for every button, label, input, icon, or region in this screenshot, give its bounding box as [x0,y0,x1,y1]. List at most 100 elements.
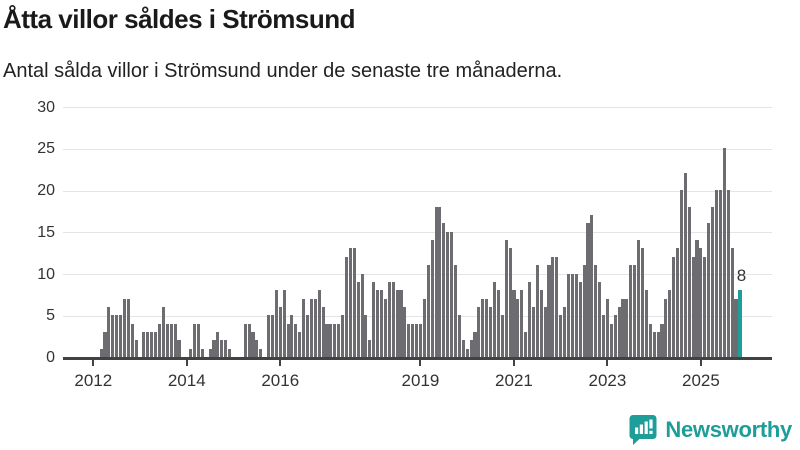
bar [212,340,216,357]
bar [196,323,200,357]
bar [278,306,282,357]
bar [309,298,313,357]
bar [601,315,606,357]
bar [730,248,734,357]
bar [255,340,259,357]
x-axis-tick-label: 2019 [401,371,440,390]
bar [107,306,111,357]
bar [348,248,352,357]
bar [193,323,197,357]
bar [586,223,590,357]
x-axis-tick-mark [92,359,95,366]
bar [434,206,438,357]
newsworthy-logo[interactable]: Newsworthy [629,414,792,446]
bar [169,323,173,357]
bar [165,323,169,357]
bar [664,298,668,357]
bar [341,315,345,357]
x-axis-tick-label: 2012 [74,371,113,390]
bar [286,323,290,357]
x-axis-tick-mark [699,359,702,366]
bar [150,331,154,357]
bar [356,281,360,357]
bar [177,340,181,357]
bar [372,281,376,357]
y-gridline [63,148,772,150]
bar [407,323,411,357]
bar [267,315,271,357]
bar [134,340,138,357]
bar [605,298,609,357]
bar [415,323,419,357]
bar [617,306,621,357]
bar [711,206,715,357]
bar [465,348,469,357]
bar [111,315,115,357]
bar [633,265,637,357]
bar [668,290,672,357]
bar [676,248,680,357]
bar [613,315,617,357]
bar [640,248,645,357]
bar [228,348,232,357]
bar [726,190,730,357]
bar [539,290,543,357]
bar [699,248,703,357]
bar [115,315,119,357]
bar [594,265,598,357]
bar [504,240,508,357]
bar [734,298,738,357]
bar [411,323,415,357]
bar [337,323,341,357]
bar [453,265,458,357]
bar [492,281,497,357]
bar [703,256,707,357]
bar [481,298,485,357]
bar [524,331,528,357]
bar [376,290,380,357]
bar [520,290,524,357]
bar [629,265,633,357]
y-gridline [63,107,772,108]
bar [543,306,547,357]
x-axis-tick-mark [279,359,282,366]
bar [648,323,652,357]
bar [457,315,461,357]
bar [508,248,512,357]
y-gridline [63,315,772,317]
bar [418,323,423,357]
x-axis-tick-label: 2014 [167,371,206,390]
bar [157,323,162,357]
bar [496,290,500,357]
bar [574,273,578,357]
y-axis-tick-label: 0 [46,349,55,366]
bar [99,348,103,357]
bar [578,281,582,357]
x-axis-tick-mark [419,359,422,366]
bar [489,306,493,357]
bar [317,290,321,357]
chart-title: Åtta villor såldes i Strömsund [3,4,355,34]
bar [344,256,349,357]
bar [547,265,551,357]
bar [282,290,286,357]
bar [656,331,660,357]
x-axis-tick-label: 2025 [681,371,720,390]
bar [637,240,641,357]
bar [173,323,177,357]
bar [422,298,426,357]
bar [477,306,481,357]
y-axis-tick-label: 15 [37,223,55,241]
bar [220,340,224,357]
bar [274,290,278,357]
bar [364,315,368,357]
bar [325,323,329,357]
bar [691,256,695,357]
bar [598,281,602,357]
x-axis-line [63,357,772,360]
bar [582,265,586,357]
bar [290,315,294,357]
bar [566,273,571,357]
